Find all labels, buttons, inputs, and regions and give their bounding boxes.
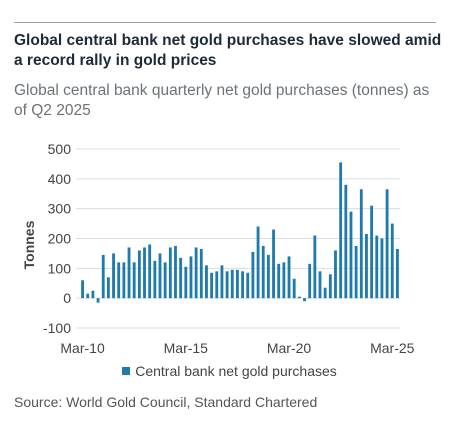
y-axis-label: Tonnes [21,220,37,269]
bar-2014-Q4 [179,257,183,299]
bar-2016-Q3 [215,271,219,299]
chart-title: Global central bank net gold purchases h… [14,32,442,69]
source-note: Source: World Gold Council, Standard Cha… [14,394,318,410]
y-tick-labels: -100 0 100 200 300 400 500 [43,141,71,336]
bar-2010-Q1 [81,280,84,299]
top-divider [14,22,436,23]
bar-2023-Q3 [359,189,363,299]
bar-2020-Q3 [297,296,301,299]
bar-2025-Q1 [390,223,394,299]
bar-2013-Q3 [153,260,157,299]
bar-2022-Q4 [344,184,348,299]
bar-2012-Q2 [127,247,131,299]
bar-2024-Q2 [375,235,379,299]
bar-2012-Q1 [122,262,126,299]
bar-2021-Q3 [318,271,322,299]
bar-2016-Q4 [220,265,224,299]
x-tick-label: Mar-15 [164,340,209,356]
bar-2015-Q2 [189,256,193,299]
bar-2024-Q4 [385,189,389,299]
bar-2013-Q2 [148,244,152,299]
x-tick-label: Mar-25 [370,340,415,356]
x-tick-labels: Mar-10 Mar-15 Mar-20 Mar-25 [60,340,414,356]
chart-subtitle: Global central bank quarterly net gold p… [14,82,430,119]
bar-2019-Q4 [282,262,286,299]
bar-2018-Q1 [246,272,250,299]
bar-2011-Q3 [112,253,115,299]
bar-2023-Q4 [365,234,368,299]
bar-2022-Q3 [339,162,343,299]
y-tick-label: 100 [48,260,72,276]
legend-swatch [122,367,131,375]
bar-2018-Q4 [261,245,265,299]
bar-2011-Q2 [106,277,110,299]
bar-2021-Q2 [313,235,317,299]
y-tick-label: 0 [63,290,71,306]
bar-2010-Q4 [96,298,100,303]
bar-2012-Q4 [137,250,141,299]
legend: Central bank net gold purchases [0,363,459,379]
bar-2020-Q2 [292,278,296,299]
bar-2018-Q3 [256,226,260,299]
bar-2015-Q3 [194,247,198,299]
bar-2025-Q2 [396,248,399,299]
bar-2021-Q4 [323,287,327,299]
bar-2010-Q2 [86,293,90,299]
bar-2020-Q1 [287,256,291,299]
y-tick-label: 500 [48,141,72,157]
bar-2019-Q2 [272,229,275,299]
bar-2016-Q2 [210,272,214,299]
bar-2014-Q1 [163,262,167,299]
bar-2022-Q2 [334,250,337,299]
y-tick-label: -100 [43,320,71,336]
y-tick-label: 400 [48,171,72,187]
bar-2018-Q2 [251,251,255,299]
bar-2011-Q1 [101,254,105,299]
y-tick-label: 200 [48,231,72,247]
bar-2023-Q1 [349,211,353,299]
x-tick-label: Mar-10 [60,340,105,356]
bar-2023-Q2 [354,245,358,299]
bar-2024-Q3 [380,238,384,299]
bar-2019-Q3 [277,263,281,299]
bar-2017-Q3 [236,269,239,299]
bar-2012-Q3 [132,262,136,299]
bar-2016-Q1 [205,265,208,299]
bar-2015-Q1 [184,266,188,299]
bar-2013-Q4 [158,253,162,299]
bar-2010-Q3 [91,290,95,299]
bar-2015-Q4 [199,248,203,299]
bar-2011-Q4 [117,262,121,299]
y-tick-label: 300 [48,201,72,217]
bars [81,162,399,303]
bar-2013-Q1 [143,247,146,299]
bar-2017-Q2 [230,269,234,299]
bar-2019-Q1 [266,254,270,299]
bar-2014-Q2 [168,247,172,299]
bar-2017-Q4 [241,271,244,299]
bar-2017-Q1 [225,271,229,299]
bar-2014-Q3 [174,245,177,299]
bar-2020-Q4 [303,298,306,302]
bar-2022-Q1 [328,274,332,299]
bar-2021-Q1 [308,263,312,299]
legend-label: Central bank net gold purchases [135,363,337,379]
x-tick-label: Mar-20 [267,340,312,356]
bar-2024-Q1 [370,205,374,299]
